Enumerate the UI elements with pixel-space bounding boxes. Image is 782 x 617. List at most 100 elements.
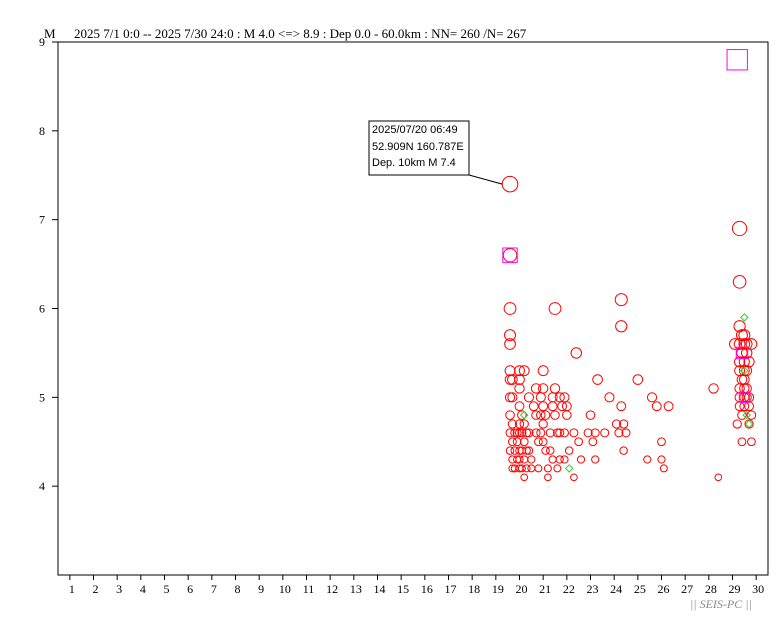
event-diamond <box>564 464 574 473</box>
event-circle <box>519 437 529 447</box>
event-circle <box>708 383 719 394</box>
event-circle <box>611 419 622 429</box>
event-circle <box>508 437 517 447</box>
event-circle <box>514 374 525 385</box>
event-circle <box>604 392 615 403</box>
event-circle <box>534 464 543 473</box>
x-tick-label: 21 <box>539 582 551 596</box>
event-circle <box>619 446 628 455</box>
event-circle <box>562 410 572 420</box>
event-diamond <box>744 419 754 429</box>
event-circle <box>714 473 723 482</box>
event-circle <box>646 392 658 403</box>
x-tick-label: 29 <box>729 582 741 596</box>
event-circle <box>514 428 525 438</box>
event-circle <box>512 437 522 447</box>
event-circle <box>547 401 558 412</box>
event-circle <box>585 410 596 420</box>
event-circle <box>574 437 584 447</box>
event-circle <box>550 410 560 420</box>
x-tick-label: 9 <box>258 582 264 596</box>
event-circle <box>732 419 742 429</box>
event-circle <box>515 455 524 464</box>
event-circle <box>514 383 525 394</box>
event-circle <box>739 374 750 385</box>
event-circle <box>514 401 525 412</box>
x-tick-label: 10 <box>279 582 291 596</box>
event-circle <box>536 410 546 420</box>
event-circle <box>737 410 747 420</box>
event-circle <box>528 401 539 412</box>
event-circle <box>657 437 666 447</box>
annotation-date: 2025/07/20 06:49 <box>372 124 458 136</box>
event-circle <box>739 401 750 412</box>
event-circle <box>531 410 541 420</box>
x-tick-label: 14 <box>374 582 386 596</box>
event-circle <box>523 392 535 403</box>
event-circle <box>505 410 515 420</box>
event-circle <box>559 392 570 403</box>
x-tick-label: 4 <box>140 582 146 596</box>
event-circle <box>743 356 755 368</box>
event-square <box>735 346 749 360</box>
event-circle <box>522 464 531 473</box>
event-circle <box>527 464 536 473</box>
annotation-box <box>368 120 470 176</box>
x-tick-label: 12 <box>326 582 338 596</box>
y-tick-label: 7 <box>39 213 45 227</box>
event-circle <box>569 428 579 438</box>
annotation-callout: 2025/07/20 06:49 52.909N 160.787E Dep. 1… <box>368 120 503 185</box>
event-circle <box>527 455 536 464</box>
event-circle <box>564 446 574 455</box>
event-circle <box>576 455 586 464</box>
x-tick-label: 3 <box>116 582 122 596</box>
event-circle <box>741 365 753 377</box>
annotation-coords: 52.909N 160.787E <box>372 141 464 153</box>
x-tick-label: 15 <box>397 582 409 596</box>
x-tick-label: 6 <box>187 582 193 596</box>
event-square <box>726 49 748 71</box>
x-tick-label: 27 <box>681 582 693 596</box>
event-diamond <box>740 313 749 322</box>
event-circle <box>548 455 557 464</box>
event-circle <box>546 446 555 455</box>
event-circle <box>504 374 516 385</box>
event-circle <box>514 419 525 429</box>
event-circle <box>591 455 600 464</box>
annotation-leader-line <box>468 174 503 185</box>
event-circle <box>555 455 564 464</box>
x-tick-label: 16 <box>421 582 433 596</box>
event-circle <box>517 428 527 438</box>
event-circle <box>520 455 529 464</box>
event-circle <box>503 302 517 315</box>
x-tick-label: 2 <box>93 582 99 596</box>
event-diamond <box>519 410 529 420</box>
event-circle <box>502 247 518 263</box>
data-markers <box>501 49 758 482</box>
event-circle <box>552 428 562 438</box>
event-circle <box>541 446 550 455</box>
event-circle <box>520 473 529 482</box>
query-header: 2025 7/1 0:0 -- 2025 7/30 24:0 : M 4.0 <… <box>74 26 527 41</box>
event-circle <box>590 428 600 438</box>
event-circle <box>518 365 530 377</box>
event-circle <box>559 428 569 438</box>
event-circle <box>747 437 756 447</box>
event-circle <box>538 401 549 412</box>
y-tick-label: 8 <box>39 124 45 138</box>
x-tick-label: 25 <box>634 582 646 596</box>
event-circle <box>504 392 516 403</box>
event-circle <box>663 401 674 412</box>
event-circle <box>588 437 598 447</box>
event-circle <box>544 473 552 482</box>
event-circle <box>731 220 748 237</box>
event-circle <box>504 329 517 342</box>
annotation-depth-mag: Dep. 10km M 7.4 <box>372 157 456 169</box>
seis-pc-watermark: || SEIS-PC || <box>690 597 752 611</box>
event-circle <box>553 464 562 473</box>
event-circle <box>534 437 543 447</box>
event-circle <box>554 392 565 403</box>
x-tick-label: 28 <box>705 582 717 596</box>
x-tick-label: 23 <box>587 582 599 596</box>
event-circle <box>549 383 561 394</box>
